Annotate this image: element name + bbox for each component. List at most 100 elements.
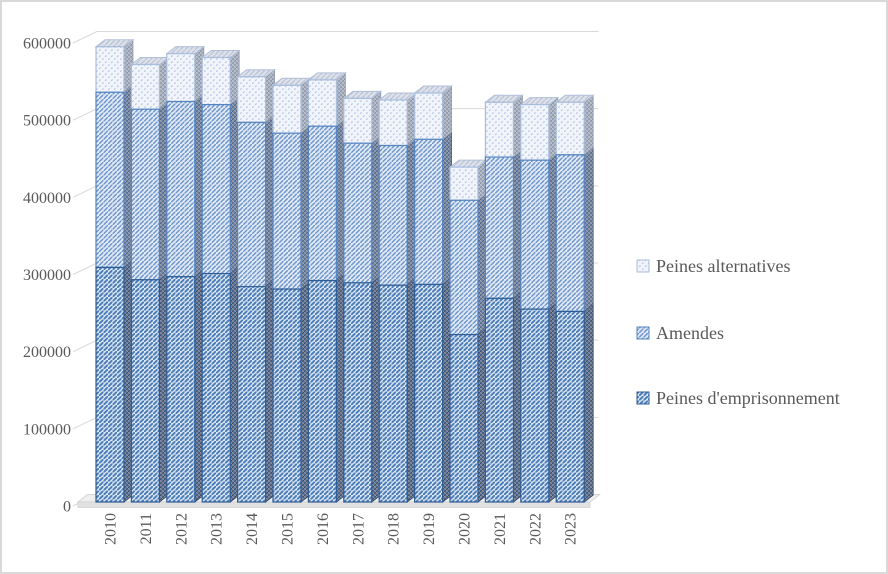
- bar-2022-peines-d-emprisonnement[interactable]: [520, 308, 550, 503]
- bar-2010-amendes[interactable]: [95, 91, 125, 269]
- bar-2011-peines-d-emprisonnement[interactable]: [130, 279, 160, 503]
- legend-item-amendes[interactable]: Amendes: [636, 323, 724, 343]
- bar-2010: [94, 38, 135, 503]
- bar-2016-peines-alternatives[interactable]: [307, 79, 337, 127]
- bar-2010-peines-d-emprisonnement[interactable]: [95, 266, 125, 503]
- bar-2023-peines-d-emprisonnement[interactable]: [555, 310, 585, 503]
- bar-2016-amendes[interactable]: [307, 125, 337, 282]
- bar-2012-amendes[interactable]: [166, 100, 196, 278]
- x-tick-label-2013: 2013: [209, 513, 226, 545]
- x-tick-label-2016: 2016: [315, 513, 332, 545]
- bar-2023-amendes-side: [583, 146, 594, 313]
- bar-2021-peines-alternatives[interactable]: [484, 101, 514, 158]
- x-axis-labels: 2010 2011 2012 2013 2014 2015 2016 2017 2018 2019…: [103, 513, 580, 545]
- bar-2021-peines-d-emprisonnement[interactable]: [484, 297, 514, 503]
- bar-2020: [448, 159, 489, 503]
- bar-2013-peines-d-emprisonnement[interactable]: [201, 272, 231, 503]
- bar-2012-peines-d-emprisonnement[interactable]: [166, 276, 196, 503]
- bar-2017-peines-d-emprisonnement[interactable]: [343, 282, 373, 503]
- bar-2010-peines-alternatives[interactable]: [95, 46, 125, 93]
- bar-2011-peines-alternatives[interactable]: [130, 63, 160, 110]
- y-tick-label: 600000: [23, 36, 71, 53]
- bar-2022: [519, 96, 560, 503]
- legend-swatch-peines-demprisonnement: [636, 391, 650, 405]
- x-tick-label-2021: 2021: [492, 513, 509, 545]
- bar-2018-amendes[interactable]: [378, 144, 408, 286]
- bar-2017-peines-alternatives[interactable]: [343, 97, 373, 144]
- x-tick-label-2014: 2014: [244, 513, 261, 545]
- bar-2017: [342, 90, 383, 503]
- legend-item-peines-alternatives[interactable]: Peines alternatives: [636, 256, 790, 276]
- y-tick-connector: [72, 108, 98, 121]
- bar-2012-peines-alternatives[interactable]: [166, 53, 196, 103]
- y-tick-label: 400000: [23, 190, 71, 207]
- bar-2023-amendes[interactable]: [555, 154, 585, 312]
- bar-2015-peines-d-emprisonnement[interactable]: [272, 288, 302, 503]
- bar-2014: [236, 68, 277, 503]
- bar-2019-peines-d-emprisonnement[interactable]: [414, 283, 444, 503]
- bar-2023-peines-alternatives-side: [583, 94, 594, 156]
- bar-2020-peines-alternatives[interactable]: [449, 166, 479, 201]
- bar-2023: [554, 94, 595, 503]
- bar-2023-peines-d-emprisonnement-side: [583, 303, 594, 503]
- bar-2015-peines-alternatives[interactable]: [272, 84, 302, 134]
- bar-2014-peines-d-emprisonnement[interactable]: [237, 286, 267, 503]
- bar-2018-peines-d-emprisonnement[interactable]: [378, 284, 408, 503]
- bar-2011: [129, 56, 170, 503]
- y-tick-label: 500000: [23, 113, 71, 130]
- bar-2011-amendes[interactable]: [130, 108, 160, 281]
- bar-2012: [165, 45, 206, 503]
- x-tick-label-2011: 2011: [138, 513, 155, 544]
- y-tick-label: 300000: [23, 267, 71, 284]
- bar-2019-peines-alternatives-side: [442, 85, 453, 141]
- x-tick-label-2017: 2017: [350, 513, 367, 545]
- bars: [94, 38, 595, 503]
- legend-label-amendes: Amendes: [656, 323, 724, 343]
- bar-2020-amendes[interactable]: [449, 199, 479, 336]
- bar-2017-amendes[interactable]: [343, 142, 373, 284]
- bar-2014-amendes[interactable]: [237, 121, 267, 288]
- bar-2023-peines-alternatives[interactable]: [555, 101, 585, 156]
- bar-2020-peines-d-emprisonnement[interactable]: [449, 333, 479, 503]
- bar-2021: [483, 94, 524, 503]
- legend-label-peines-alternatives: Peines alternatives: [656, 256, 790, 276]
- y-tick-connector: [72, 31, 98, 44]
- y-tick-label: 0: [63, 499, 71, 516]
- bar-2018: [377, 92, 418, 503]
- bar-2019-amendes[interactable]: [414, 138, 444, 285]
- y-tick-connector: [72, 262, 98, 275]
- x-tick-label-2015: 2015: [280, 513, 297, 545]
- bar-2016-peines-d-emprisonnement[interactable]: [307, 279, 337, 503]
- x-tick-label-2022: 2022: [527, 513, 544, 545]
- bar-2019: [413, 85, 454, 503]
- x-tick-label-2010: 2010: [103, 513, 120, 545]
- x-tick-label-2023: 2023: [563, 513, 580, 545]
- bar-2013-amendes[interactable]: [201, 103, 231, 275]
- bar-2021-amendes[interactable]: [484, 156, 514, 299]
- bar-2022-amendes[interactable]: [520, 159, 550, 310]
- bar-2019-peines-alternatives[interactable]: [414, 92, 444, 140]
- bar-2013-peines-alternatives[interactable]: [201, 56, 231, 106]
- y-tick-connector: [72, 185, 98, 198]
- x-tick-label-2020: 2020: [457, 513, 474, 545]
- bar-2018-peines-alternatives[interactable]: [378, 99, 408, 147]
- bar-2015-amendes[interactable]: [272, 132, 302, 290]
- x-tick-label-2012: 2012: [173, 513, 190, 545]
- x-tick-label-2019: 2019: [421, 513, 438, 545]
- floor-front: [77, 501, 591, 508]
- legend-label-peines-demprisonnement: Peines d'emprisonnement: [656, 388, 840, 408]
- y-tick-label: 200000: [23, 344, 71, 361]
- y-tick-label: 100000: [23, 421, 71, 438]
- legend-swatch-peines-alternatives: [636, 259, 650, 273]
- bar-2022-peines-alternatives[interactable]: [520, 103, 550, 161]
- bar-2014-peines-alternatives[interactable]: [237, 76, 267, 123]
- x-tick-label-2018: 2018: [386, 513, 403, 545]
- legend-item-peines-demprisonnement[interactable]: Peines d'emprisonnement: [636, 388, 840, 408]
- bar-2015: [271, 77, 312, 503]
- y-tick-connector: [72, 416, 98, 430]
- y-tick-connector: [72, 339, 98, 353]
- bar-2013: [200, 49, 241, 503]
- bar-2016: [306, 72, 347, 503]
